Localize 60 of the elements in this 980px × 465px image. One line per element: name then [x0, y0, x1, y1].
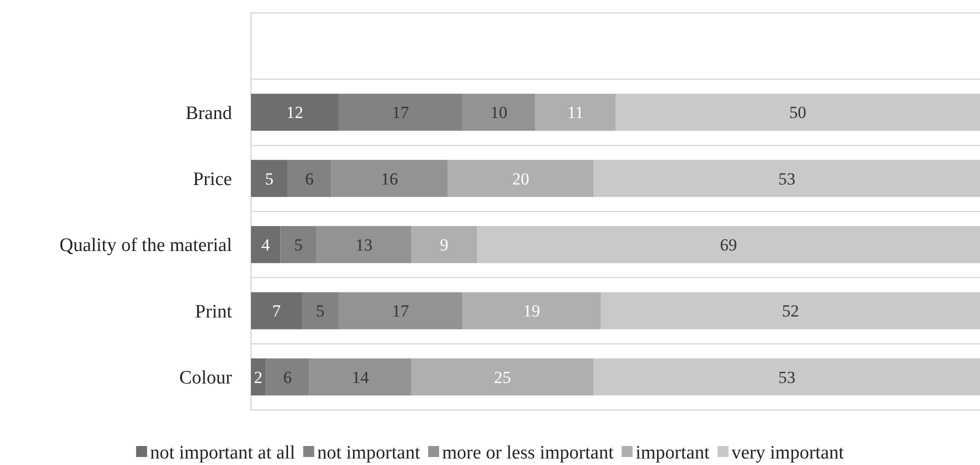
legend-label: not important at all — [150, 442, 296, 464]
bar — [302, 292, 338, 330]
data-label: 16 — [381, 169, 398, 188]
data-label: 69 — [720, 236, 737, 255]
y-tick-label: Colour — [179, 368, 233, 389]
data-label: 53 — [778, 169, 796, 188]
legend-label: very important — [732, 442, 845, 464]
bar — [251, 160, 288, 197]
bar — [287, 160, 332, 197]
legend-label: important — [636, 442, 710, 464]
bar — [331, 160, 448, 197]
data-label: 53 — [778, 368, 796, 387]
bar — [309, 358, 412, 396]
data-label: 4 — [261, 236, 270, 255]
data-label: 7 — [272, 302, 282, 321]
bar — [476, 226, 980, 264]
bar — [411, 358, 594, 396]
y-tick-label: Quality of the material — [59, 235, 232, 256]
bar — [251, 292, 302, 330]
data-label: 13 — [355, 236, 372, 255]
data-label: 14 — [352, 368, 370, 387]
bar — [448, 160, 594, 197]
data-label: 12 — [286, 103, 304, 122]
bar — [280, 226, 317, 264]
data-label: 5 — [316, 302, 325, 321]
data-label: 5 — [264, 169, 274, 188]
legend-label: not important — [317, 442, 421, 464]
bar — [266, 358, 310, 396]
bar — [338, 94, 462, 131]
data-label: 6 — [305, 169, 314, 188]
bar — [411, 226, 477, 264]
data-label: 9 — [440, 236, 448, 255]
data-label: 17 — [392, 302, 410, 321]
data-label: 5 — [294, 236, 303, 255]
y-tick-label: Print — [195, 301, 233, 322]
bar — [616, 94, 980, 131]
bar — [535, 94, 616, 131]
data-label: 19 — [523, 302, 540, 321]
bar — [594, 358, 980, 396]
bar — [251, 94, 338, 131]
data-label: 11 — [567, 103, 584, 122]
legend-label: more or less important — [442, 442, 614, 464]
bar — [251, 226, 280, 264]
data-label: 52 — [782, 302, 799, 321]
bar — [462, 292, 601, 330]
data-label: 17 — [392, 103, 410, 122]
data-label: 2 — [254, 368, 263, 387]
y-tick-label: Price — [192, 169, 232, 190]
bar — [251, 358, 266, 396]
bar — [594, 160, 980, 197]
data-label: 20 — [512, 169, 530, 188]
bar — [462, 94, 536, 131]
data-label: 10 — [490, 103, 508, 122]
data-label: 6 — [283, 368, 292, 387]
data-label: 25 — [494, 368, 512, 387]
bar — [600, 292, 980, 330]
data-label: 50 — [789, 103, 806, 122]
bar — [316, 226, 412, 264]
y-tick-label: Brand — [186, 102, 232, 124]
bar — [338, 292, 462, 330]
